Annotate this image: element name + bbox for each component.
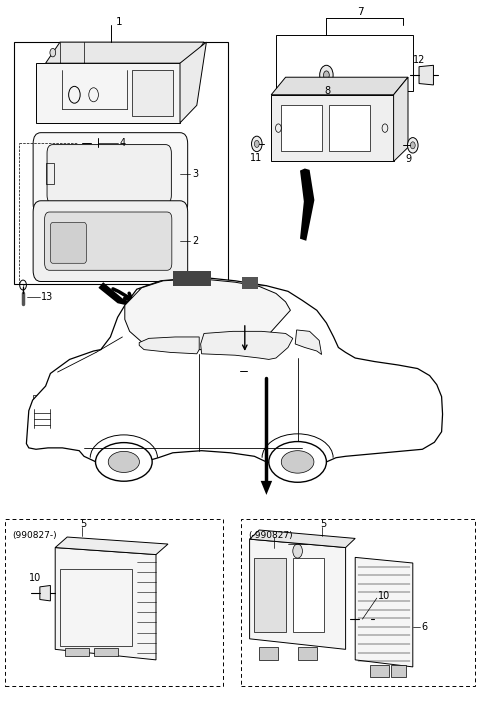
Text: 7: 7 <box>358 7 364 17</box>
Polygon shape <box>419 65 433 85</box>
Polygon shape <box>261 481 272 495</box>
Ellipse shape <box>269 442 326 482</box>
Text: 1: 1 <box>115 18 122 27</box>
Polygon shape <box>55 548 156 660</box>
Bar <box>132 70 173 116</box>
FancyBboxPatch shape <box>33 133 188 215</box>
Polygon shape <box>125 279 290 350</box>
Polygon shape <box>46 42 204 63</box>
Text: 5: 5 <box>321 519 327 529</box>
Text: (990827-): (990827-) <box>12 531 57 541</box>
Bar <box>65 648 89 656</box>
Text: 5: 5 <box>81 519 87 529</box>
Polygon shape <box>394 77 408 161</box>
Polygon shape <box>201 331 293 359</box>
Polygon shape <box>36 63 180 123</box>
Circle shape <box>410 142 415 149</box>
Polygon shape <box>355 557 413 667</box>
Text: 3: 3 <box>192 168 198 179</box>
Polygon shape <box>98 282 130 305</box>
Bar <box>242 277 258 289</box>
Circle shape <box>320 65 333 85</box>
Polygon shape <box>115 345 122 352</box>
Bar <box>329 105 370 151</box>
Text: 8: 8 <box>324 86 330 95</box>
Bar <box>5 519 223 686</box>
Bar <box>173 271 211 286</box>
Bar <box>46 163 54 184</box>
Bar <box>33 395 49 409</box>
Text: (-990827): (-990827) <box>249 531 293 541</box>
Polygon shape <box>250 530 355 548</box>
Ellipse shape <box>108 451 139 472</box>
Text: 6: 6 <box>421 623 428 633</box>
Bar <box>259 647 278 660</box>
Polygon shape <box>139 337 199 354</box>
Text: 2: 2 <box>192 236 198 246</box>
FancyBboxPatch shape <box>33 201 188 282</box>
FancyBboxPatch shape <box>45 212 172 270</box>
FancyBboxPatch shape <box>47 145 171 204</box>
Polygon shape <box>359 611 371 627</box>
Polygon shape <box>300 168 314 241</box>
Bar <box>254 558 286 632</box>
Circle shape <box>293 544 302 558</box>
Polygon shape <box>40 585 50 601</box>
Bar <box>293 558 324 632</box>
Circle shape <box>254 140 259 147</box>
FancyBboxPatch shape <box>50 223 86 263</box>
Ellipse shape <box>281 451 314 473</box>
Bar <box>298 647 317 660</box>
Circle shape <box>252 136 262 152</box>
Bar <box>281 105 322 151</box>
Polygon shape <box>271 95 394 161</box>
Bar <box>94 648 118 656</box>
Bar <box>60 569 132 646</box>
Polygon shape <box>271 77 408 95</box>
Polygon shape <box>55 537 168 555</box>
Bar <box>241 519 475 686</box>
Text: 13: 13 <box>41 292 54 302</box>
Circle shape <box>50 48 56 57</box>
Polygon shape <box>26 277 443 465</box>
Polygon shape <box>295 330 322 355</box>
Bar <box>14 42 228 284</box>
Polygon shape <box>180 42 206 123</box>
Bar <box>276 35 413 91</box>
Bar <box>391 665 406 677</box>
Bar <box>370 665 389 677</box>
Text: 12: 12 <box>413 55 425 65</box>
Text: 10: 10 <box>29 573 41 583</box>
Circle shape <box>324 71 329 79</box>
Ellipse shape <box>96 442 152 482</box>
Circle shape <box>408 138 418 153</box>
Text: 11: 11 <box>250 153 262 163</box>
Text: 9: 9 <box>406 154 412 164</box>
Text: 10: 10 <box>378 591 391 601</box>
Text: 4: 4 <box>120 138 126 147</box>
Polygon shape <box>250 539 346 649</box>
